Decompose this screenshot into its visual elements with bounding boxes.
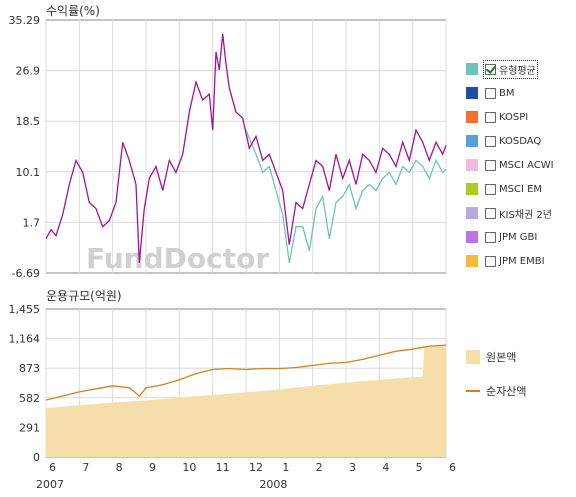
x-tick-label: 8	[116, 461, 123, 474]
x-tick-label: 10	[182, 461, 196, 474]
legend-checkbox-wrap[interactable]: JPM GBI	[484, 231, 538, 244]
legend-item[interactable]: KOSDAQ	[466, 129, 574, 153]
legend-label: 유형평균	[499, 65, 536, 77]
legend-item: 원본액	[466, 340, 574, 374]
legend-checkbox-wrap[interactable]: 유형평균	[483, 59, 538, 79]
y-tick-label: 1,455	[9, 303, 41, 316]
chart-title: 운용규모(억원)	[46, 289, 122, 303]
legend-label: 원본액	[486, 351, 517, 364]
legend-checkbox-wrap[interactable]: KOSDAQ	[484, 135, 542, 148]
aum-chart: 운용규모(억원) 1,455 1,164 873 582 291 0	[9, 289, 447, 464]
x-tick-label: 2	[316, 461, 323, 474]
legend-item: 순자산액	[466, 374, 574, 408]
legend-label: BM	[499, 87, 515, 99]
x-tick-label: 6	[49, 461, 56, 474]
legend-swatch	[466, 111, 478, 123]
legend-checkbox[interactable]	[485, 207, 496, 219]
legend-checkbox-wrap[interactable]: KIS채권 2년	[484, 205, 553, 222]
legend-label: MSCI ACWI	[499, 159, 554, 171]
x-tick-label: 11	[216, 461, 230, 474]
y-tick-label: 1,164	[9, 333, 41, 346]
legend-label: 순자산액	[486, 385, 527, 398]
legend-label: KIS채권 2년	[499, 209, 552, 221]
legend-swatch	[466, 231, 478, 243]
legend-swatch-area	[466, 350, 480, 364]
legend-item[interactable]: JPM GBI	[466, 225, 574, 249]
legend-item[interactable]: BM	[466, 81, 574, 105]
x-tick-label: 1	[282, 461, 289, 474]
legend-label: JPM EMBI	[499, 255, 545, 267]
legend-item[interactable]: KIS채권 2년	[466, 201, 574, 225]
legend-checkbox[interactable]	[485, 183, 496, 195]
legend-swatch	[466, 135, 478, 147]
legend-item[interactable]: JPM EMBI	[466, 249, 574, 273]
legend-label: KOSDAQ	[499, 135, 542, 147]
x-tick-label: 5	[416, 461, 423, 474]
legend-checkbox[interactable]	[485, 135, 496, 147]
legend-checkbox-wrap[interactable]: JPM EMBI	[484, 255, 546, 268]
x-tick-label: 12	[249, 461, 263, 474]
chart-title: 수익률(%)	[46, 4, 100, 18]
legend-checkbox-wrap[interactable]: KOSPI	[484, 111, 529, 124]
y-tick-label: 291	[19, 421, 40, 434]
x-tick-label: 3	[349, 461, 356, 474]
legend-label: JPM GBI	[499, 231, 538, 243]
y-tick-label: 10.1	[16, 166, 41, 179]
series-line	[45, 33, 447, 263]
legend-checkbox[interactable]	[485, 87, 496, 99]
legend-item[interactable]: MSCI EM	[466, 177, 574, 201]
x-year-label: 2008	[259, 478, 287, 491]
legend-checkbox-wrap[interactable]: MSCI EM	[484, 183, 543, 196]
x-tick-label: 9	[149, 461, 156, 474]
legend-checkbox[interactable]	[485, 231, 496, 243]
legend-checkbox[interactable]	[485, 63, 496, 75]
return-chart: 수익률(%) 35.29 26.9 18.5 10.1 1.7 -6.69 FundDocto…	[9, 4, 447, 280]
legend-swatch	[466, 255, 478, 267]
series-line	[245, 129, 447, 263]
legend-item[interactable]: 유형평균	[466, 57, 574, 81]
legend-item[interactable]: KOSPI	[466, 105, 574, 129]
legend-label: KOSPI	[499, 111, 529, 123]
x-tick-label: 6	[449, 461, 456, 474]
y-tick-label: 35.29	[9, 14, 41, 27]
legend-swatch	[466, 63, 478, 75]
y-tick-label: -6.69	[12, 267, 40, 280]
legend-checkbox[interactable]	[485, 159, 496, 171]
principal-area	[46, 345, 446, 457]
legend-swatch-line	[466, 390, 480, 392]
y-tick-label: 873	[19, 362, 40, 375]
legend-item[interactable]: MSCI ACWI	[466, 153, 574, 177]
legend-checkbox-wrap[interactable]: MSCI ACWI	[484, 159, 555, 172]
legend-label: MSCI EM	[499, 183, 543, 195]
y-tick-label: 18.5	[16, 115, 41, 128]
x-tick-label: 4	[382, 461, 389, 474]
legend-checkbox[interactable]	[485, 255, 496, 267]
x-year-label: 2007	[36, 478, 64, 491]
legend-swatch	[466, 159, 478, 171]
y-tick-label: 582	[19, 392, 40, 405]
return-legend: 유형평균 BM KOSPI KOSDAQ MSCI ACWI MSCI EM KIS채권 2…	[466, 57, 574, 273]
legend-checkbox[interactable]	[485, 111, 496, 123]
legend-swatch	[466, 207, 478, 219]
legend-swatch	[466, 87, 478, 99]
y-tick-label: 1.7	[23, 216, 41, 229]
x-tick-label: 7	[82, 461, 89, 474]
watermark: FundDoctor	[86, 242, 269, 275]
legend-checkbox-wrap[interactable]: BM	[484, 87, 516, 100]
legend-swatch	[466, 183, 478, 195]
y-tick-label: 0	[33, 451, 40, 464]
y-tick-label: 26.9	[16, 65, 41, 78]
net-asset-line	[45, 344, 447, 401]
